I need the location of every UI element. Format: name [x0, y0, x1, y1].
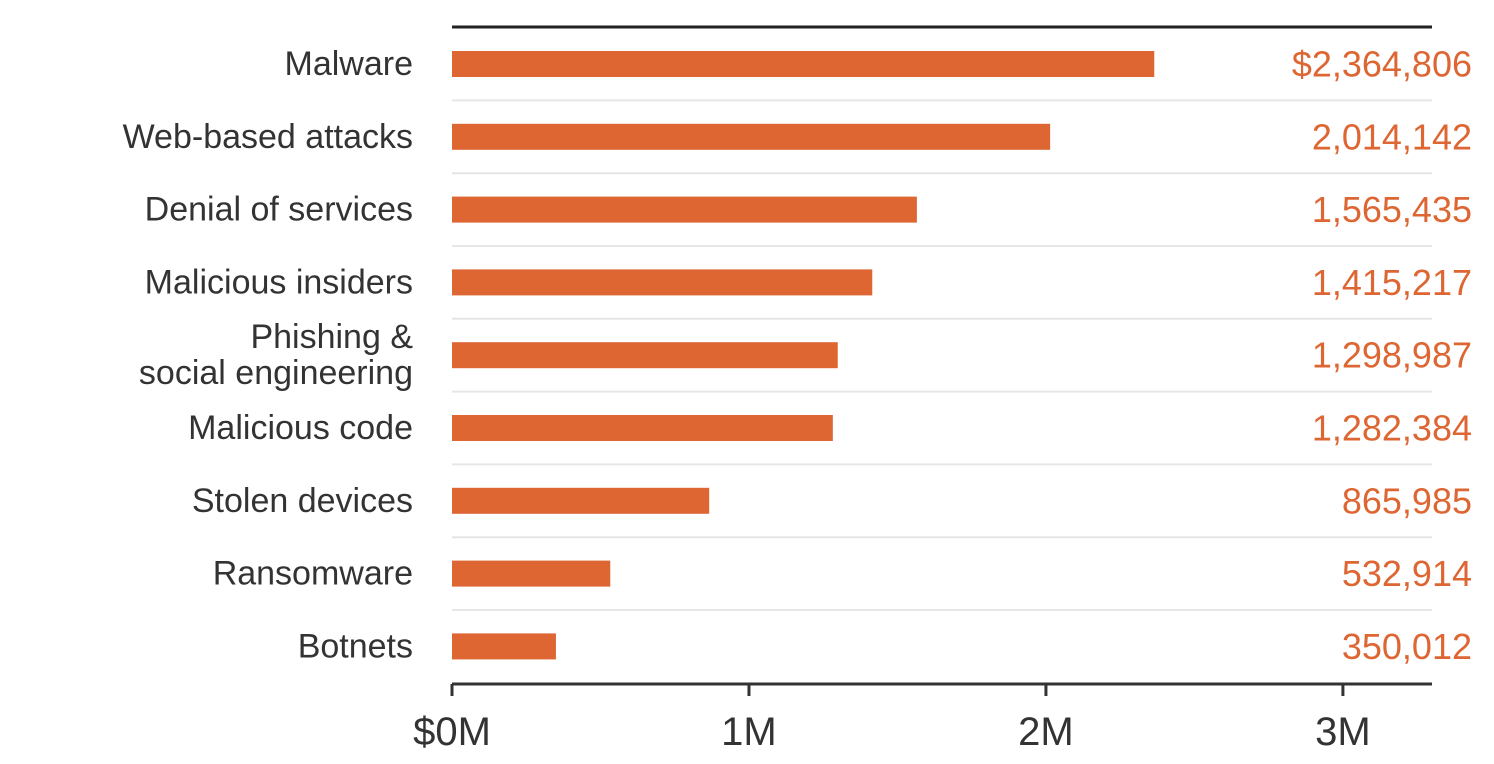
gridlines	[452, 99, 1432, 611]
value-label: 1,565,435	[1312, 189, 1472, 230]
category-label: Malicious insiders	[145, 263, 413, 301]
bar	[452, 487, 710, 514]
category-label: social engineering	[139, 354, 413, 392]
x-tick-label: 1M	[721, 710, 777, 754]
value-label: $2,364,806	[1292, 44, 1472, 85]
category-label: Phishing &	[250, 318, 413, 356]
value-label: 532,914	[1342, 553, 1472, 594]
x-tick-label: 3M	[1315, 710, 1371, 754]
value-label: 1,415,217	[1312, 262, 1472, 303]
bar	[452, 51, 1155, 77]
value-labels: $2,364,806 2,014,142 1,565,435 1,415,217 1,2…	[1292, 44, 1472, 667]
x-axis: $0M 1M 2M 3M	[413, 682, 1432, 754]
bars	[452, 51, 1155, 660]
value-label: 2,014,142	[1312, 116, 1472, 157]
category-label: Malware	[285, 45, 413, 83]
category-label: Denial of services	[145, 191, 413, 229]
x-tick-label: $0M	[413, 710, 491, 754]
category-label: Stolen devices	[192, 482, 413, 520]
value-label: 350,012	[1342, 626, 1472, 667]
category-labels: Malware Web-based attacks Denial of servic…	[123, 45, 414, 665]
category-label: Ransomware	[213, 555, 413, 593]
category-label: Malicious code	[188, 409, 413, 447]
bar	[452, 415, 833, 441]
bar	[452, 123, 1051, 150]
category-label: Botnets	[298, 627, 413, 665]
bar	[452, 196, 917, 223]
value-label: 1,282,384	[1312, 408, 1472, 449]
bar	[452, 269, 873, 296]
bar	[452, 633, 556, 660]
value-label: 1,298,987	[1312, 335, 1472, 376]
value-label: 865,985	[1342, 480, 1472, 521]
bar	[452, 342, 838, 369]
bar	[452, 560, 611, 587]
x-tick-label: 2M	[1018, 710, 1074, 754]
category-label: Web-based attacks	[123, 118, 413, 156]
